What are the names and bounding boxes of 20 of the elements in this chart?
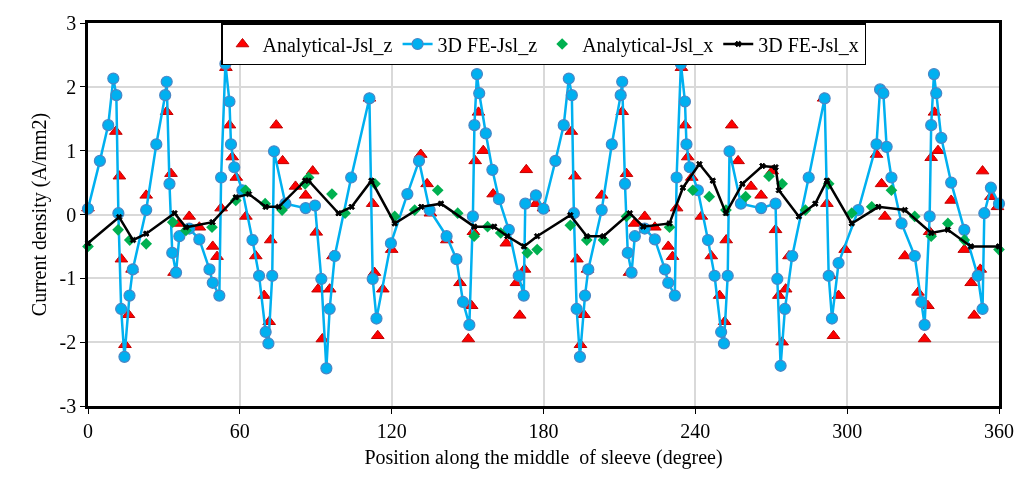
legend-label: Analytical-Jsl_x bbox=[582, 33, 714, 57]
y-tick-label: 0 bbox=[66, 203, 77, 226]
legend-label: 3D FE-Jsl_x bbox=[758, 33, 859, 56]
y-axis-title: Current density (A/mm2) bbox=[28, 112, 52, 317]
y-tick-label: 3 bbox=[66, 12, 77, 34]
y-tick-label: 2 bbox=[66, 75, 77, 98]
legend-label: Analytical-Jsl_z bbox=[262, 33, 393, 57]
x-tick-label: 120 bbox=[376, 419, 407, 442]
x-tick-label: 360 bbox=[984, 419, 1014, 442]
x-tick-label: 60 bbox=[229, 419, 250, 442]
y-tick-label: -1 bbox=[59, 267, 77, 290]
x-axis-title: Position along the middle of sleeve (degree) bbox=[364, 446, 723, 470]
y-tick-label: -2 bbox=[59, 331, 77, 354]
legend-label: 3D FE-Jsl_z bbox=[437, 33, 538, 56]
x-tick-label: 0 bbox=[83, 419, 93, 442]
x-tick-label: 180 bbox=[528, 419, 559, 442]
y-tick-label: -3 bbox=[59, 395, 77, 417]
y-tick-label: 1 bbox=[66, 139, 77, 162]
x-tick-label: 240 bbox=[680, 419, 711, 442]
x-tick-label: 300 bbox=[832, 419, 863, 442]
